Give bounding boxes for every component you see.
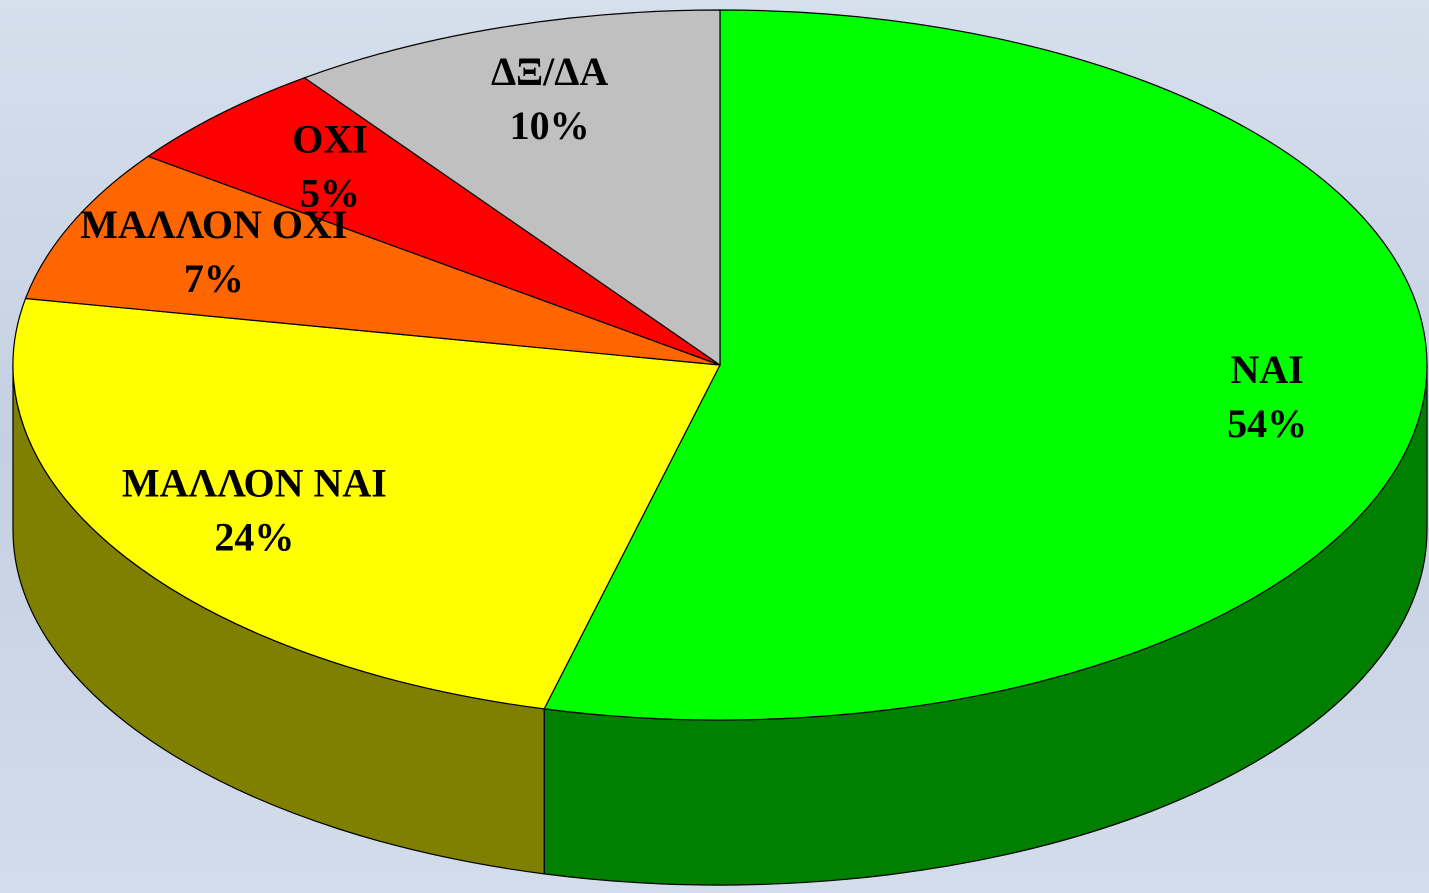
slice-value-label: 10% [510, 103, 590, 148]
slice-value-label: 5% [300, 170, 360, 215]
slice-value-label: 54% [1227, 401, 1307, 446]
slice-label: ΜΑΛΛΟΝ ΟΧΙ [80, 202, 347, 247]
slice-value-label: 24% [214, 515, 294, 560]
slice [12, 297, 721, 710]
slice [24, 155, 721, 366]
slice-label: ΜΑΛΛΟΝ ΝΑΙ [122, 461, 387, 506]
slice [303, 9, 721, 367]
slice-value-label: 7% [184, 256, 244, 301]
slice-label: ΟΧΙ [292, 116, 368, 161]
slice-label: ΝΑΙ [1230, 347, 1303, 392]
slice [146, 77, 721, 366]
slice [543, 9, 1428, 721]
slice-label: ΔΞ/ΔΑ [491, 49, 608, 94]
